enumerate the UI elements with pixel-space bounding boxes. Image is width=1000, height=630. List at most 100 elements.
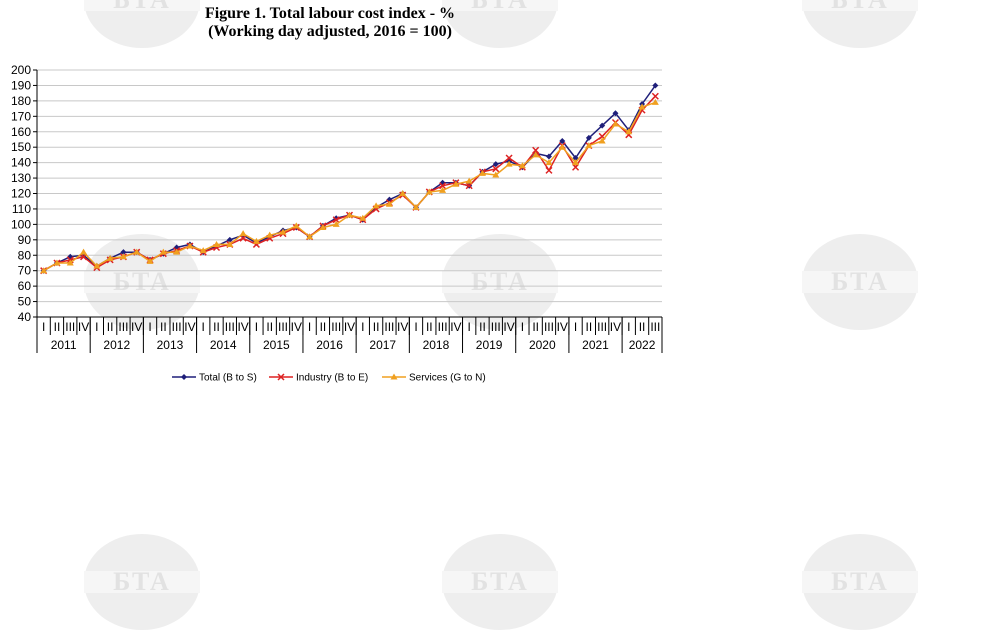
watermark-text: БТА [802, 569, 918, 595]
watermark-text: БТА [802, 0, 918, 13]
x-quarter-label: II [320, 320, 327, 334]
watermark-text: БТА [442, 569, 558, 595]
data-point-services-g-to-n [239, 230, 247, 237]
legend-marker-total-b-to-s [181, 374, 187, 380]
data-point-services-g-to-n [492, 171, 500, 178]
data-point-services-g-to-n [106, 254, 114, 261]
data-point-industry-b-to-e [532, 146, 540, 154]
x-quarter-label: IV [131, 320, 142, 334]
x-quarter-label: II [160, 320, 167, 334]
x-quarter-label: III [331, 320, 341, 334]
x-quarter-label: IV [291, 320, 302, 334]
data-point-services-g-to-n [279, 228, 287, 235]
x-quarter-label: I [414, 320, 417, 334]
data-point-services-g-to-n [638, 103, 646, 110]
y-tick-label: 200 [11, 63, 31, 77]
data-point-services-g-to-n [213, 240, 221, 247]
x-quarter-label: I [574, 320, 577, 334]
data-point-total-b-to-s [599, 122, 606, 129]
y-tick-label: 190 [11, 78, 31, 92]
y-tick-label: 160 [11, 125, 31, 139]
x-quarter-label: I [627, 320, 630, 334]
x-quarter-label: IV [557, 320, 568, 334]
watermark-logo-mid-left: БТА [84, 234, 200, 330]
watermark-logo-mid-center: БТА [442, 234, 558, 330]
data-point-services-g-to-n [385, 200, 393, 207]
chart-title-line2: (Working day adjusted, 2016 = 100) [208, 23, 452, 40]
x-quarter-label: I [42, 320, 45, 334]
legend-label-total-b-to-s: Total (B to S) [199, 373, 257, 384]
x-quarter-label: I [308, 320, 311, 334]
data-point-services-g-to-n [66, 259, 74, 266]
data-point-services-g-to-n [572, 159, 580, 166]
x-quarter-label: IV [237, 320, 248, 334]
x-quarter-label: III [438, 320, 448, 334]
x-quarter-label: II [107, 320, 114, 334]
y-tick-label: 50 [18, 295, 32, 309]
data-point-services-g-to-n [611, 120, 619, 127]
data-point-services-g-to-n [199, 247, 207, 254]
data-point-services-g-to-n [478, 169, 486, 176]
data-point-services-g-to-n [346, 211, 353, 218]
y-tick-label: 110 [12, 202, 31, 216]
data-point-services-g-to-n [93, 262, 101, 269]
y-tick-label: 170 [11, 109, 31, 123]
data-point-total-b-to-s [585, 134, 592, 141]
data-point-industry-b-to-e [545, 166, 553, 174]
x-year-label: 2018 [423, 338, 450, 352]
data-point-services-g-to-n [399, 190, 407, 196]
y-tick-label: 80 [18, 248, 32, 262]
data-point-industry-b-to-e [239, 234, 247, 242]
x-quarter-label: I [255, 320, 258, 334]
x-quarter-label: II [213, 320, 220, 334]
y-tick-label: 70 [18, 264, 32, 278]
data-point-services-g-to-n [359, 214, 367, 221]
data-point-industry-b-to-e [572, 163, 580, 171]
x-year-label: 2022 [629, 338, 656, 352]
x-quarter-label: II [639, 320, 646, 334]
data-point-services-g-to-n [80, 248, 88, 255]
y-tick-label: 150 [11, 140, 31, 154]
y-tick-label: 180 [11, 94, 31, 108]
x-quarter-label: IV [184, 320, 195, 334]
legend-marker-services-g-to-n [390, 373, 398, 380]
x-quarter-label: I [521, 320, 524, 334]
x-year-label: 2021 [582, 338, 609, 352]
x-quarter-label: I [148, 320, 151, 334]
watermark-text: БТА [442, 0, 558, 13]
legend-label-industry-b-to-e: Industry (B to E) [296, 373, 368, 384]
data-point-services-g-to-n [133, 248, 141, 255]
data-point-services-g-to-n [226, 240, 234, 247]
watermark-text: БТА [84, 0, 200, 13]
y-tick-label: 130 [11, 171, 31, 185]
data-point-services-g-to-n [425, 188, 433, 195]
x-quarter-label: I [95, 320, 98, 334]
data-point-total-b-to-s [492, 161, 499, 168]
data-point-services-g-to-n [119, 253, 127, 260]
x-year-label: 2019 [476, 338, 503, 352]
x-quarter-label: III [597, 320, 607, 334]
data-point-services-g-to-n [40, 267, 48, 274]
data-point-services-g-to-n [292, 222, 300, 229]
data-point-total-b-to-s [652, 82, 659, 89]
x-quarter-label: IV [78, 320, 89, 334]
data-point-services-g-to-n [465, 177, 473, 184]
data-point-industry-b-to-e [492, 165, 500, 173]
data-point-services-g-to-n [372, 202, 380, 209]
x-quarter-label: III [65, 320, 75, 334]
data-point-services-g-to-n [452, 180, 460, 187]
data-point-services-g-to-n [625, 128, 633, 135]
data-point-services-g-to-n [651, 98, 659, 105]
data-point-services-g-to-n [585, 142, 593, 149]
data-point-services-g-to-n [266, 231, 274, 238]
x-quarter-label: IV [503, 320, 514, 334]
data-point-services-g-to-n [532, 151, 540, 158]
x-year-label: 2015 [263, 338, 290, 352]
data-point-industry-b-to-e [505, 154, 513, 162]
data-point-services-g-to-n [518, 162, 526, 169]
data-point-total-b-to-s [559, 138, 566, 145]
x-quarter-label: IV [397, 320, 408, 334]
x-quarter-label: I [202, 320, 205, 334]
y-tick-label: 40 [18, 310, 32, 324]
